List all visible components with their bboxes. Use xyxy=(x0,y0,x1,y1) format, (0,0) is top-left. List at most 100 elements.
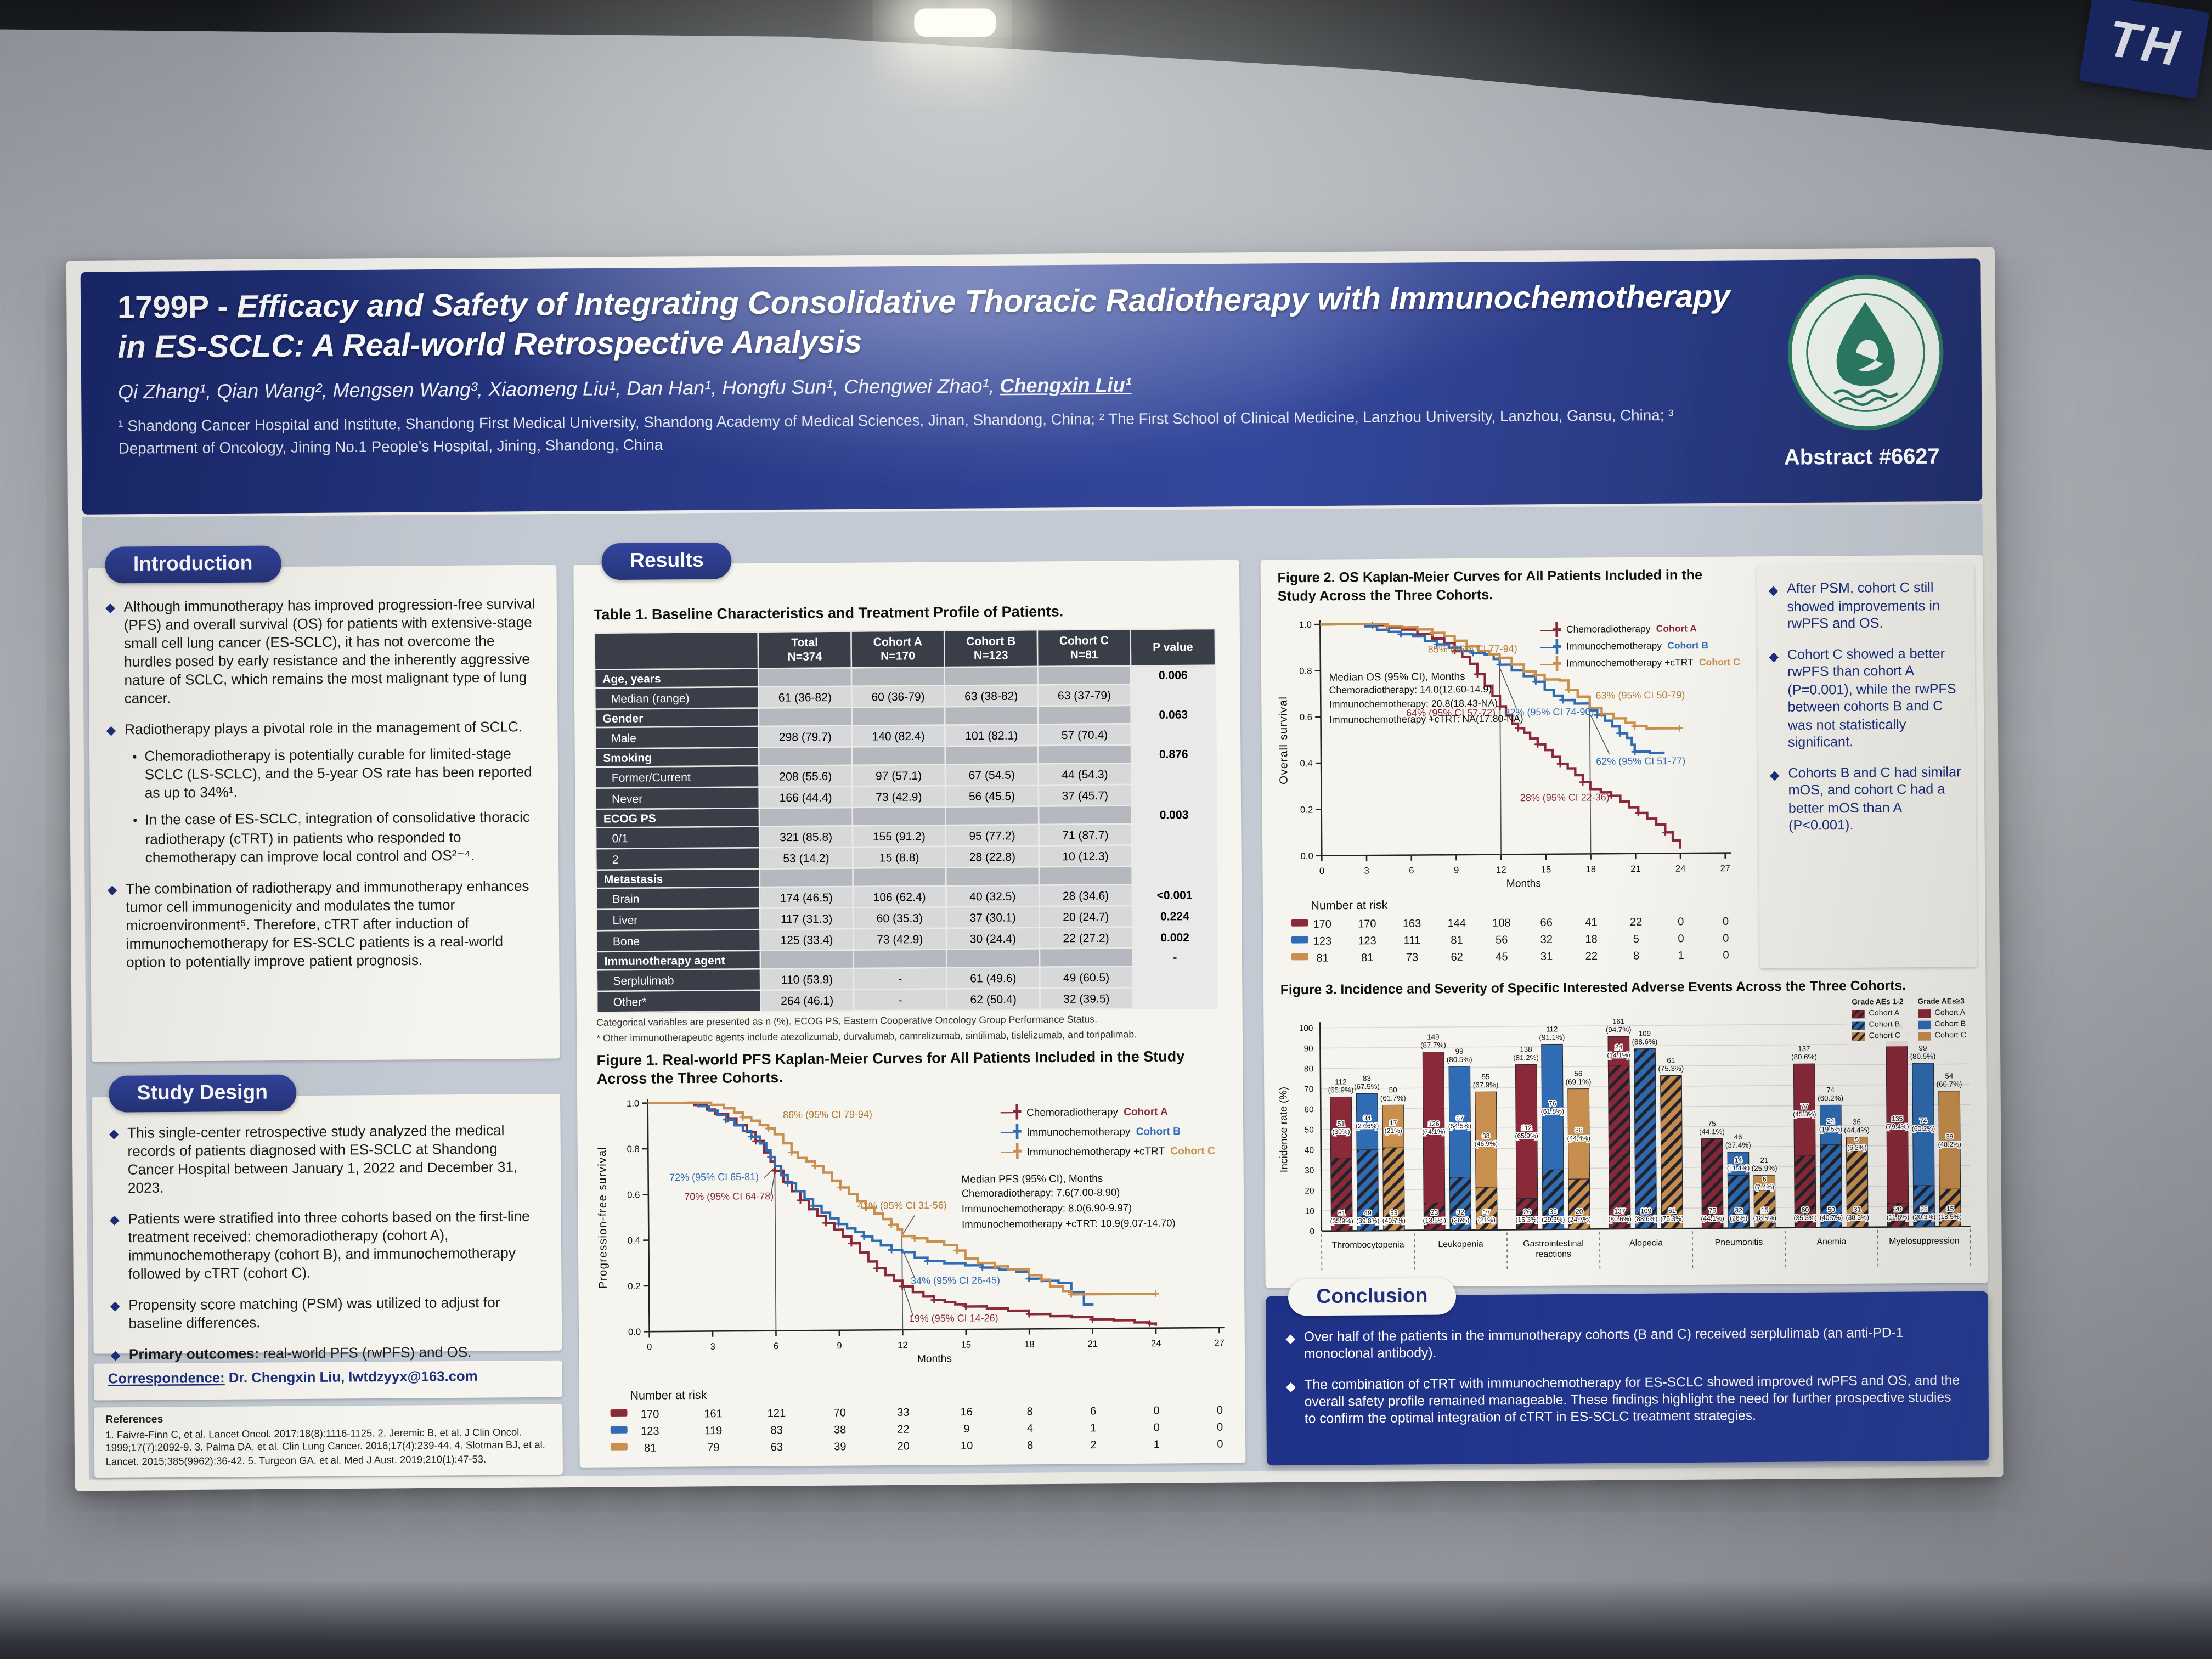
bar-total-pct: (80.5%) xyxy=(1910,1052,1936,1060)
x-axis-label: Months xyxy=(917,1353,952,1365)
risk-value: 119 xyxy=(704,1424,723,1437)
row-label: ECOG PS xyxy=(595,808,760,828)
table-cell: 40 (32.5) xyxy=(946,885,1040,907)
sidebar-bullets: ◆ After PSM, cohort C still showed improv… xyxy=(1769,580,1965,850)
y-tick-label: 0.2 xyxy=(1300,804,1313,815)
table-cell: 49 (60.5) xyxy=(1040,966,1133,989)
bar-grade12-pct: (38.3%) xyxy=(1846,1214,1869,1221)
bar-grade3-pct: (48.2%) xyxy=(1938,1141,1961,1148)
bar-grade12-pct: (44.1%) xyxy=(1701,1215,1724,1222)
figure3-legend-group-title: Grade AEs 1-2 xyxy=(1852,998,1904,1007)
figure3-legend-entry: Cohort A xyxy=(1917,1009,1966,1018)
row-label: Smoking xyxy=(595,747,759,768)
table-cell: 321 (85.8) xyxy=(759,826,853,848)
bar-grade12-pct: (35.3%) xyxy=(1793,1214,1816,1222)
y-tick-label: 10 xyxy=(1305,1207,1314,1216)
legend-entry: —╋ Chemoradiotherapy Cohort A xyxy=(1001,1105,1215,1119)
table-cell: 73 (42.9) xyxy=(853,928,947,950)
figure2-median-block: Median OS (95% CI), Months Chemoradiother… xyxy=(1329,668,1523,729)
p-value-cell: 0.876 xyxy=(1131,744,1216,764)
header-line: Cohort C xyxy=(1059,634,1109,647)
annotation-leader-line xyxy=(764,1167,775,1178)
median-line: Immunochemotherapy +cTRT: 10.9(9.07-14.7… xyxy=(962,1216,1176,1231)
y-tick-label: 80 xyxy=(1304,1064,1313,1074)
x-tick-label: 0 xyxy=(1319,866,1324,876)
table-cell: 101 (82.1) xyxy=(945,724,1039,747)
table-cell: 110 (53.9) xyxy=(760,968,854,990)
bullet-diamond-icon: ◆ xyxy=(107,882,117,896)
p-value-cell xyxy=(1133,986,1218,1009)
bar-grade12-pct: (13.5%) xyxy=(1423,1216,1446,1224)
figure1-median-block: Median PFS (95% CI), Months Chemoradiothe… xyxy=(961,1170,1175,1233)
p-value-cell: 0.063 xyxy=(1131,704,1216,724)
table1-container: Total N=374 Cohort A N=170 Cohort B N=123 Coho… xyxy=(594,628,1218,1013)
legend-cohort: Cohort B xyxy=(1667,641,1709,652)
bullet-diamond-icon: ◆ xyxy=(1768,583,1779,597)
risk-value: 4 xyxy=(1026,1422,1034,1435)
km-annotation: 63% (95% CI 50-79) xyxy=(1595,690,1685,701)
conclusion-bullet-text: Over half of the patients in the immunot… xyxy=(1304,1325,1904,1363)
bullet-diamond-icon: ◆ xyxy=(1769,648,1779,663)
table-cell: 140 (82.4) xyxy=(851,725,945,747)
references-panel: References 1. Faivre-Finn C, et al. Lanc… xyxy=(94,1404,563,1478)
bar-grade3plus xyxy=(1515,1064,1538,1199)
bar-grade12-pct: (40.7%) xyxy=(1383,1217,1406,1224)
risk-value: 41 xyxy=(1585,916,1598,929)
table-cell xyxy=(1039,805,1132,825)
bar-grade3-n: 112 xyxy=(1521,1124,1532,1132)
bar-total-n: 36 xyxy=(1853,1118,1861,1126)
category-label: Anemia xyxy=(1816,1237,1846,1246)
table-cell xyxy=(945,706,1039,725)
bar-total-pct: (60.2%) xyxy=(1818,1094,1843,1102)
table1-footnote-2: * Other immunotherapeutic agents include… xyxy=(596,1030,1137,1045)
y-tick-label: 0 xyxy=(1310,1227,1314,1237)
bar-grade12-pct: (18.5%) xyxy=(1753,1214,1776,1222)
bar-total-pct: (37.4%) xyxy=(1725,1141,1751,1149)
row-label: Metastasis xyxy=(596,868,760,889)
category-label: Myelosuppression xyxy=(1889,1237,1960,1246)
x-tick-label: 3 xyxy=(1364,866,1369,876)
y-axis xyxy=(1319,620,1323,856)
y-tick-label: 0.0 xyxy=(628,1327,641,1337)
annotation-leader-line xyxy=(902,1215,915,1234)
annotation-leader-line xyxy=(770,1171,776,1197)
row-label: Serplulimab xyxy=(596,969,761,991)
median-line: Median OS (95% CI), Months xyxy=(1329,670,1465,684)
bar-grade3-pct: (14.1%) xyxy=(1607,1051,1630,1059)
bar-grade3-pct: (65.9%) xyxy=(1515,1132,1538,1139)
bar-grade12-n: 50 xyxy=(1827,1206,1835,1214)
risk-swatch xyxy=(611,1443,628,1451)
risk-value: 0 xyxy=(1722,915,1729,928)
risk-value: 56 xyxy=(1495,933,1508,946)
bar-grade12-pct: (26%) xyxy=(1730,1214,1747,1222)
study-design-panel: ◆ This single-center retrospective study … xyxy=(92,1093,562,1395)
table-cell: - xyxy=(853,967,947,990)
table-cell: 20 (24.7) xyxy=(1039,905,1133,928)
table-cell xyxy=(1038,744,1132,764)
bar-grade3plus xyxy=(1727,1152,1750,1176)
p-value-cell: 0.003 xyxy=(1131,805,1217,824)
table-cell xyxy=(853,949,947,969)
risk-value: 32 xyxy=(1540,933,1553,946)
study-design-bullet-text: This single-center retrospective study a… xyxy=(127,1124,518,1198)
figure3-plot: 0 10 20 30 40 50 60 70 80 90 100 Incidence rate (%)… xyxy=(1272,995,1979,1282)
y-tick-label: 20 xyxy=(1305,1186,1314,1195)
figure1-number-at-risk: Number at risk 170 161 121 70 33 16 8 6 0 0 123 119 8… xyxy=(590,1384,1234,1462)
figure3-legend-entry: Cohort C xyxy=(1852,1032,1904,1041)
risk-value: 16 xyxy=(960,1405,973,1419)
bar-grade3-n: 6 xyxy=(1763,1175,1767,1183)
table-cell: 71 (87.7) xyxy=(1039,823,1132,846)
table-cell: 44 (54.3) xyxy=(1038,763,1132,785)
table-cell xyxy=(1037,705,1131,725)
row-label: Male xyxy=(595,726,759,749)
bar-total-n: 61 xyxy=(1667,1056,1675,1064)
p-value-cell xyxy=(1132,844,1217,866)
p-value-cell xyxy=(1131,783,1217,806)
table-cell xyxy=(946,867,1040,886)
risk-value: 79 xyxy=(707,1441,720,1454)
bullet-dot-icon: • xyxy=(133,814,138,828)
bar-grade12-n: 61 xyxy=(1668,1207,1676,1215)
legend-treatment: Chemoradiotherapy xyxy=(1566,625,1651,636)
references: References 1. Faivre-Finn C, et al. Lanc… xyxy=(94,1404,563,1474)
